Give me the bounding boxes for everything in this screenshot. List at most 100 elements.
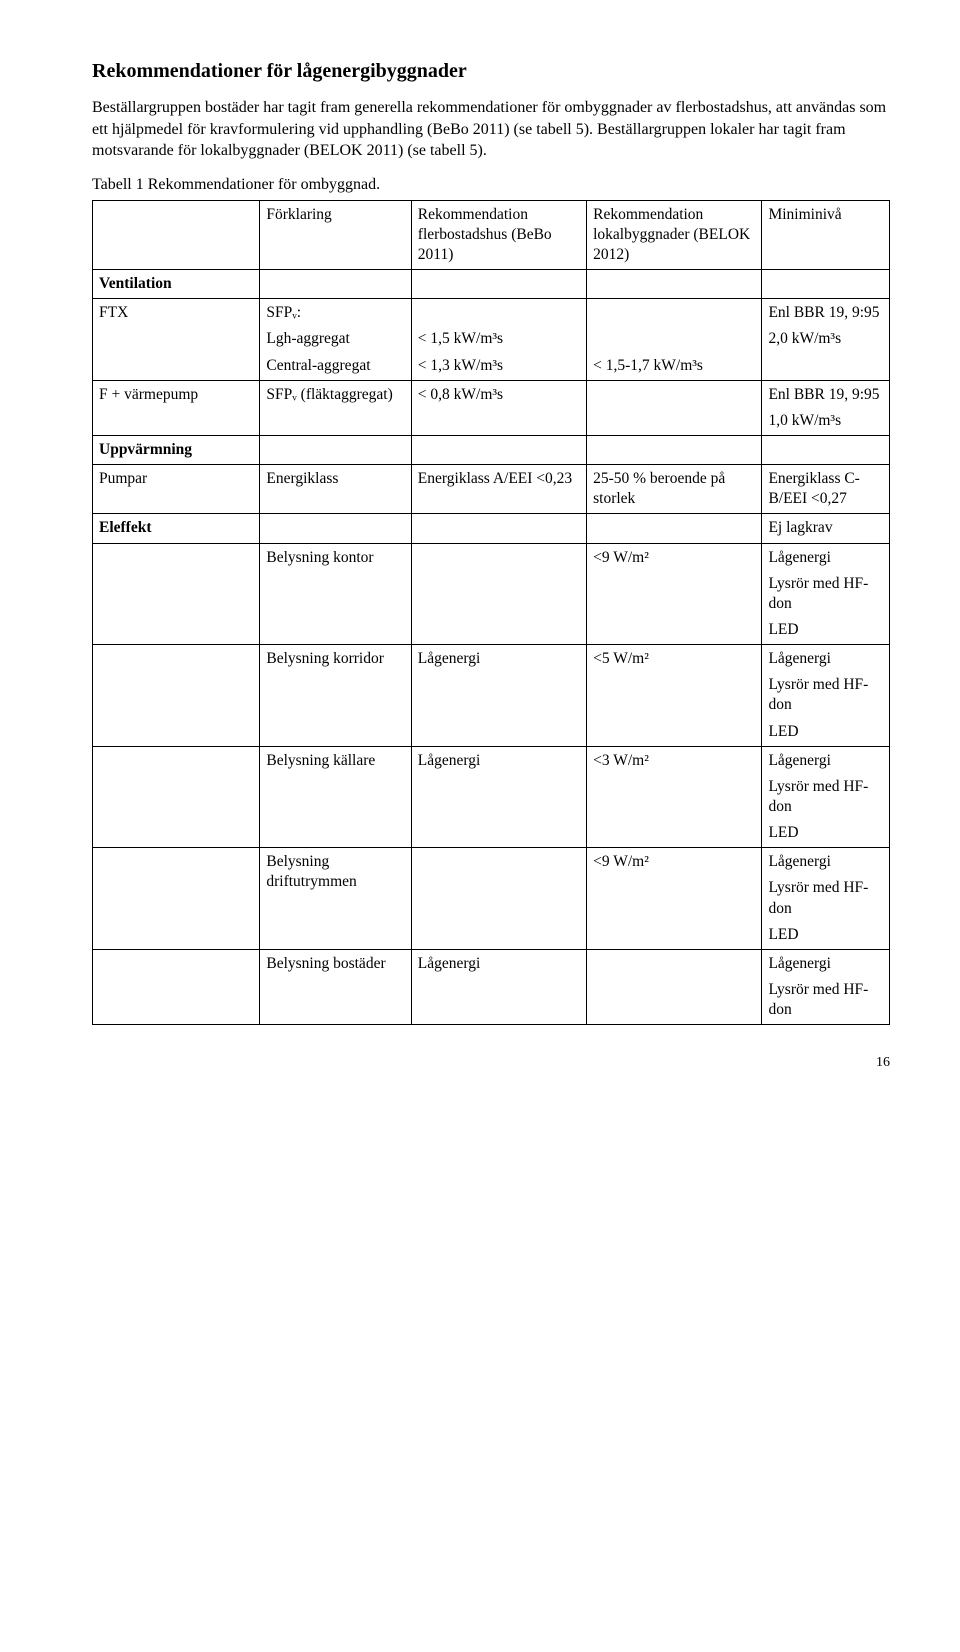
text: 1,0 kW/m³s (768, 411, 883, 431)
row-label-pumpar: Pumpar (93, 465, 260, 514)
cell: Enl BBR 19, 9:95 1,0 kW/m³s (762, 380, 890, 435)
cell: SFPᵥ (fläktaggregat) (260, 380, 411, 435)
cell: 25-50 % beroende på storlek (587, 465, 762, 514)
cell: Belysning driftutrymmen (260, 848, 411, 950)
text: < 1,5 kW/m³s (418, 329, 580, 349)
text: Lgh-aggregat (266, 329, 404, 349)
section-uppvarmning: Uppvärmning (93, 436, 260, 465)
text: Lysrör med HF-don (768, 574, 883, 614)
text (418, 303, 580, 323)
table-row: Belysning bostäder Lågenergi Lågenergi L… (93, 949, 890, 1024)
cell: <9 W/m² (587, 543, 762, 645)
text: LED (768, 925, 883, 945)
header-cell-forklaring: Förklaring (260, 200, 411, 269)
text: < 1,5-1,7 kW/m³s (593, 356, 755, 376)
cell (762, 270, 890, 299)
text: Lågenergi (768, 751, 883, 771)
row-label-eleffekt: Eleffekt (93, 514, 260, 543)
cell: Lågenergi (411, 746, 586, 848)
cell (93, 949, 260, 1024)
table-header-row: Förklaring Rekommendation flerbostadshus… (93, 200, 890, 269)
table-row: Pumpar Energiklass Energiklass A/EEI <0,… (93, 465, 890, 514)
page-title: Rekommendationer för lågenergibyggnader (92, 60, 890, 83)
table-row: FTX SFPᵥ: Lgh-aggregat Central-aggregat … (93, 299, 890, 380)
text: SFPᵥ: (266, 303, 404, 323)
header-cell-bebo: Rekommendation flerbostadshus (BeBo 2011… (411, 200, 586, 269)
cell (93, 543, 260, 645)
cell: < 1,5 kW/m³s < 1,3 kW/m³s (411, 299, 586, 380)
header-cell-miniminiva: Miniminivå (762, 200, 890, 269)
cell (411, 436, 586, 465)
cell: Lågenergi Lysrör med HF-don LED (762, 746, 890, 848)
cell (260, 270, 411, 299)
text: Central-aggregat (266, 356, 404, 376)
cell: SFPᵥ: Lgh-aggregat Central-aggregat (260, 299, 411, 380)
cell: Lågenergi Lysrör med HF-don (762, 949, 890, 1024)
text: LED (768, 722, 883, 742)
cell (587, 436, 762, 465)
cell (93, 746, 260, 848)
cell (587, 270, 762, 299)
cell (587, 380, 762, 435)
cell: Ej lagkrav (762, 514, 890, 543)
cell: Belysning källare (260, 746, 411, 848)
cell: < 0,8 kW/m³s (411, 380, 586, 435)
table-caption: Tabell 1 Rekommendationer för ombyggnad. (92, 176, 890, 194)
table-row: Belysning källare Lågenergi <3 W/m² Låge… (93, 746, 890, 848)
table-row: Belysning korridor Lågenergi <5 W/m² Låg… (93, 645, 890, 747)
text: Lågenergi (768, 852, 883, 872)
cell (587, 514, 762, 543)
cell (411, 514, 586, 543)
text: Lågenergi (768, 954, 883, 974)
cell (411, 848, 586, 950)
table-row: Ventilation (93, 270, 890, 299)
cell: <5 W/m² (587, 645, 762, 747)
cell: Enl BBR 19, 9:95 2,0 kW/m³s (762, 299, 890, 380)
table-row: Belysning driftutrymmen <9 W/m² Lågenerg… (93, 848, 890, 950)
cell: Lågenergi Lysrör med HF-don LED (762, 543, 890, 645)
text: Enl BBR 19, 9:95 (768, 303, 883, 323)
cell (93, 848, 260, 950)
recommendations-table: Förklaring Rekommendation flerbostadshus… (92, 200, 890, 1026)
cell: Lågenergi (411, 645, 586, 747)
intro-paragraph: Beställargruppen bostäder har tagit fram… (92, 97, 890, 162)
text: Lysrör med HF-don (768, 777, 883, 817)
cell: Lågenergi (411, 949, 586, 1024)
table-row: Eleffekt Ej lagkrav (93, 514, 890, 543)
cell: Energiklass C-B/EEI <0,27 (762, 465, 890, 514)
cell (93, 645, 260, 747)
header-cell-belok: Rekommendation lokalbyggnader (BELOK 201… (587, 200, 762, 269)
cell: Belysning kontor (260, 543, 411, 645)
table-row: Belysning kontor <9 W/m² Lågenergi Lysrö… (93, 543, 890, 645)
text (593, 303, 755, 323)
cell (411, 270, 586, 299)
text: Lågenergi (768, 649, 883, 669)
cell (260, 514, 411, 543)
row-label-fvp: F + värmepump (93, 380, 260, 435)
cell: Lågenergi Lysrör med HF-don LED (762, 645, 890, 747)
text: 2,0 kW/m³s (768, 329, 883, 349)
cell: <9 W/m² (587, 848, 762, 950)
text: Lysrör med HF-don (768, 980, 883, 1020)
table-row: Uppvärmning (93, 436, 890, 465)
text: LED (768, 620, 883, 640)
cell (762, 436, 890, 465)
section-ventilation: Ventilation (93, 270, 260, 299)
text: Lysrör med HF-don (768, 878, 883, 918)
cell: Belysning korridor (260, 645, 411, 747)
cell (587, 949, 762, 1024)
cell (260, 436, 411, 465)
page-number: 16 (92, 1055, 890, 1071)
text (593, 329, 755, 349)
cell: Belysning bostäder (260, 949, 411, 1024)
cell: <3 W/m² (587, 746, 762, 848)
cell: Energiklass (260, 465, 411, 514)
text: Lysrör med HF-don (768, 675, 883, 715)
row-label-ftx: FTX (93, 299, 260, 380)
cell: Lågenergi Lysrör med HF-don LED (762, 848, 890, 950)
cell: < 1,5-1,7 kW/m³s (587, 299, 762, 380)
header-cell-empty (93, 200, 260, 269)
text: Enl BBR 19, 9:95 (768, 385, 883, 405)
text: < 1,3 kW/m³s (418, 356, 580, 376)
table-row: F + värmepump SFPᵥ (fläktaggregat) < 0,8… (93, 380, 890, 435)
